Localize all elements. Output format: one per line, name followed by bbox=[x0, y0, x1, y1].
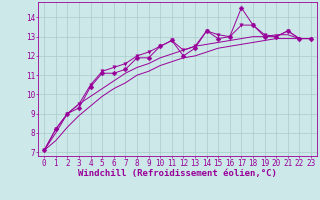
X-axis label: Windchill (Refroidissement éolien,°C): Windchill (Refroidissement éolien,°C) bbox=[78, 169, 277, 178]
